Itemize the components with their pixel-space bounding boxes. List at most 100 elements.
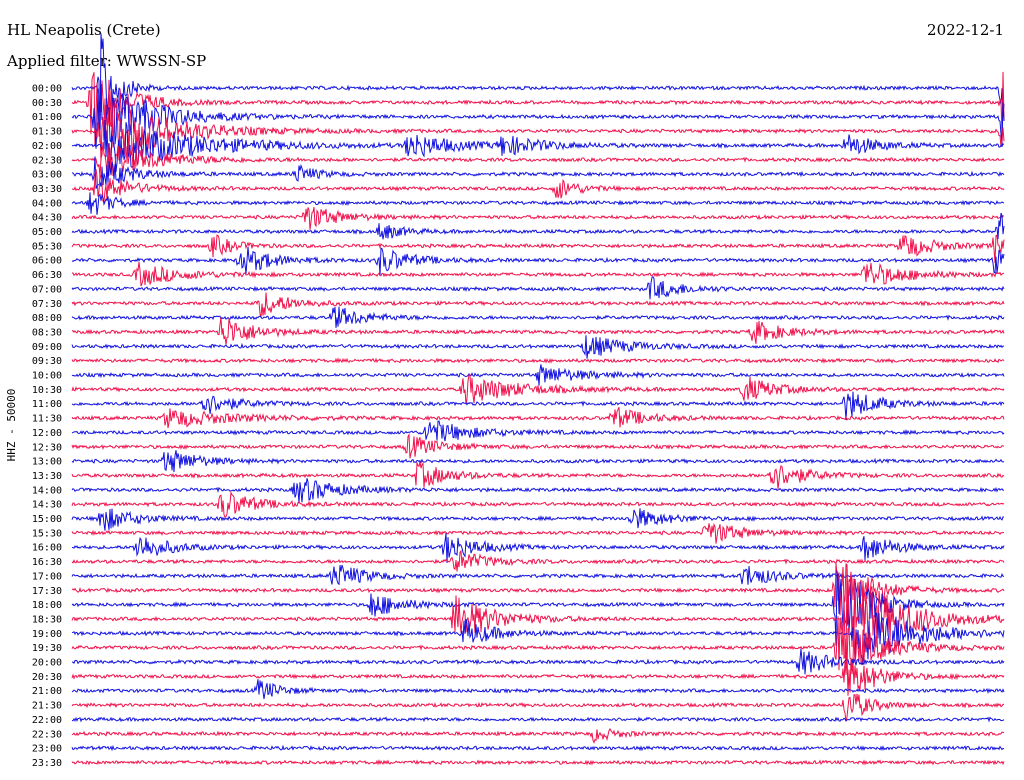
row-label: 17:30: [32, 586, 62, 597]
trace-line: [71, 508, 1005, 531]
trace-line: [71, 564, 1005, 665]
row-label: 00:30: [32, 98, 62, 109]
trace-line: [71, 364, 1005, 386]
trace-line: [71, 616, 1005, 671]
trace-line: [71, 156, 1005, 189]
row-label: 01:00: [32, 112, 62, 123]
row-label: 11:30: [32, 414, 62, 425]
trace-line: [71, 262, 1005, 287]
trace-line: [71, 727, 1005, 744]
row-label: 23:30: [32, 758, 62, 769]
row-label: 16:00: [32, 543, 62, 554]
row-label: 07:30: [32, 299, 62, 310]
row-label: 06:30: [32, 270, 62, 281]
trace-group: [71, 33, 1005, 766]
row-label: 03:30: [32, 184, 62, 195]
trace-line: [72, 716, 1005, 723]
row-label: 23:00: [32, 744, 62, 755]
row-label: 01:30: [32, 127, 62, 138]
row-label: 19:30: [32, 643, 62, 654]
row-label: 18:00: [32, 600, 62, 611]
row-label: 09:30: [32, 356, 62, 367]
row-label: 10:30: [32, 385, 62, 396]
row-label: 14:00: [32, 485, 62, 496]
row-label: 10:00: [32, 371, 62, 382]
filter-subtitle: Applied filter: WWSSN-SP: [6, 52, 206, 70]
row-label: 20:30: [32, 672, 62, 683]
row-label: 12:30: [32, 442, 62, 453]
row-label-group: 00:00 00:30 01:00 01:30 02:00 02:30 03:00 03:30…: [32, 84, 62, 769]
row-label: 17:00: [32, 571, 62, 582]
row-label: 00:00: [32, 84, 62, 95]
trace-line: [71, 169, 1005, 203]
row-label: 11:00: [32, 399, 62, 410]
row-label: 13:30: [32, 471, 62, 482]
row-label: 15:30: [32, 528, 62, 539]
trace-line: [71, 564, 1004, 586]
trace-line: [71, 648, 1005, 675]
date-label: 2022-12-1: [927, 21, 1004, 39]
trace-line: [71, 71, 1005, 147]
trace-line: [71, 522, 1004, 544]
row-label: 02:00: [32, 141, 62, 152]
trace-line: [71, 98, 1005, 162]
row-label: 08:00: [32, 313, 62, 324]
trace-line: [71, 549, 1005, 572]
trace-line: [71, 234, 1005, 264]
trace-line: [71, 335, 1004, 359]
row-label: 04:30: [32, 213, 62, 224]
trace-line: [71, 292, 1005, 318]
row-label: 22:00: [32, 715, 62, 726]
row-label: 16:30: [32, 557, 62, 568]
row-label: 08:30: [32, 327, 62, 338]
trace-line: [71, 432, 1005, 459]
row-label: 07:00: [32, 284, 62, 295]
trace-line: [71, 652, 1005, 696]
trace-line: [71, 450, 1005, 473]
trace-line: [71, 693, 1005, 722]
row-label: 12:00: [32, 428, 62, 439]
row-label: 13:00: [32, 457, 62, 468]
row-label: 04:00: [32, 198, 62, 209]
trace-line: [71, 306, 1005, 328]
trace-line: [71, 83, 1005, 149]
row-label: 21:30: [32, 701, 62, 712]
trace-line: [71, 461, 1005, 489]
trace-line: [71, 391, 1005, 421]
trace-line: [71, 407, 1005, 429]
trace-line: [71, 33, 1005, 143]
trace-line: [71, 478, 1005, 504]
row-label: 19:00: [32, 629, 62, 640]
trace-line: [71, 490, 1005, 519]
row-label: 22:30: [32, 729, 62, 740]
trace-line: [71, 192, 1005, 215]
row-label: 18:30: [32, 614, 62, 625]
row-label: 20:00: [32, 658, 62, 669]
station-title: HL Neapolis (Crete): [7, 21, 161, 39]
trace-line: [71, 533, 1005, 564]
trace-line: [71, 679, 1005, 699]
trace-line: [71, 317, 1005, 345]
row-label: 21:00: [32, 686, 62, 697]
trace-line: [71, 744, 1005, 752]
trace-line: [71, 357, 1005, 364]
row-label: 09:00: [32, 342, 62, 353]
row-label: 15:00: [32, 514, 62, 525]
trace-line: [71, 374, 1005, 405]
row-label: 05:00: [32, 227, 62, 238]
trace-line: [71, 420, 1005, 442]
trace-line: [71, 119, 1005, 173]
trace-line: [71, 246, 1005, 276]
row-label: 02:30: [32, 155, 62, 166]
trace-line: [71, 212, 1005, 240]
row-label: 14:30: [32, 500, 62, 511]
trace-line: [71, 207, 1005, 230]
trace-line: [71, 759, 1005, 766]
y-axis-label: HHZ - 50000: [5, 389, 18, 462]
trace-line: [71, 612, 1005, 665]
row-label: 05:30: [32, 241, 62, 252]
row-label: 06:00: [32, 256, 62, 267]
trace-line: [71, 276, 1005, 300]
row-label: 03:00: [32, 170, 62, 181]
